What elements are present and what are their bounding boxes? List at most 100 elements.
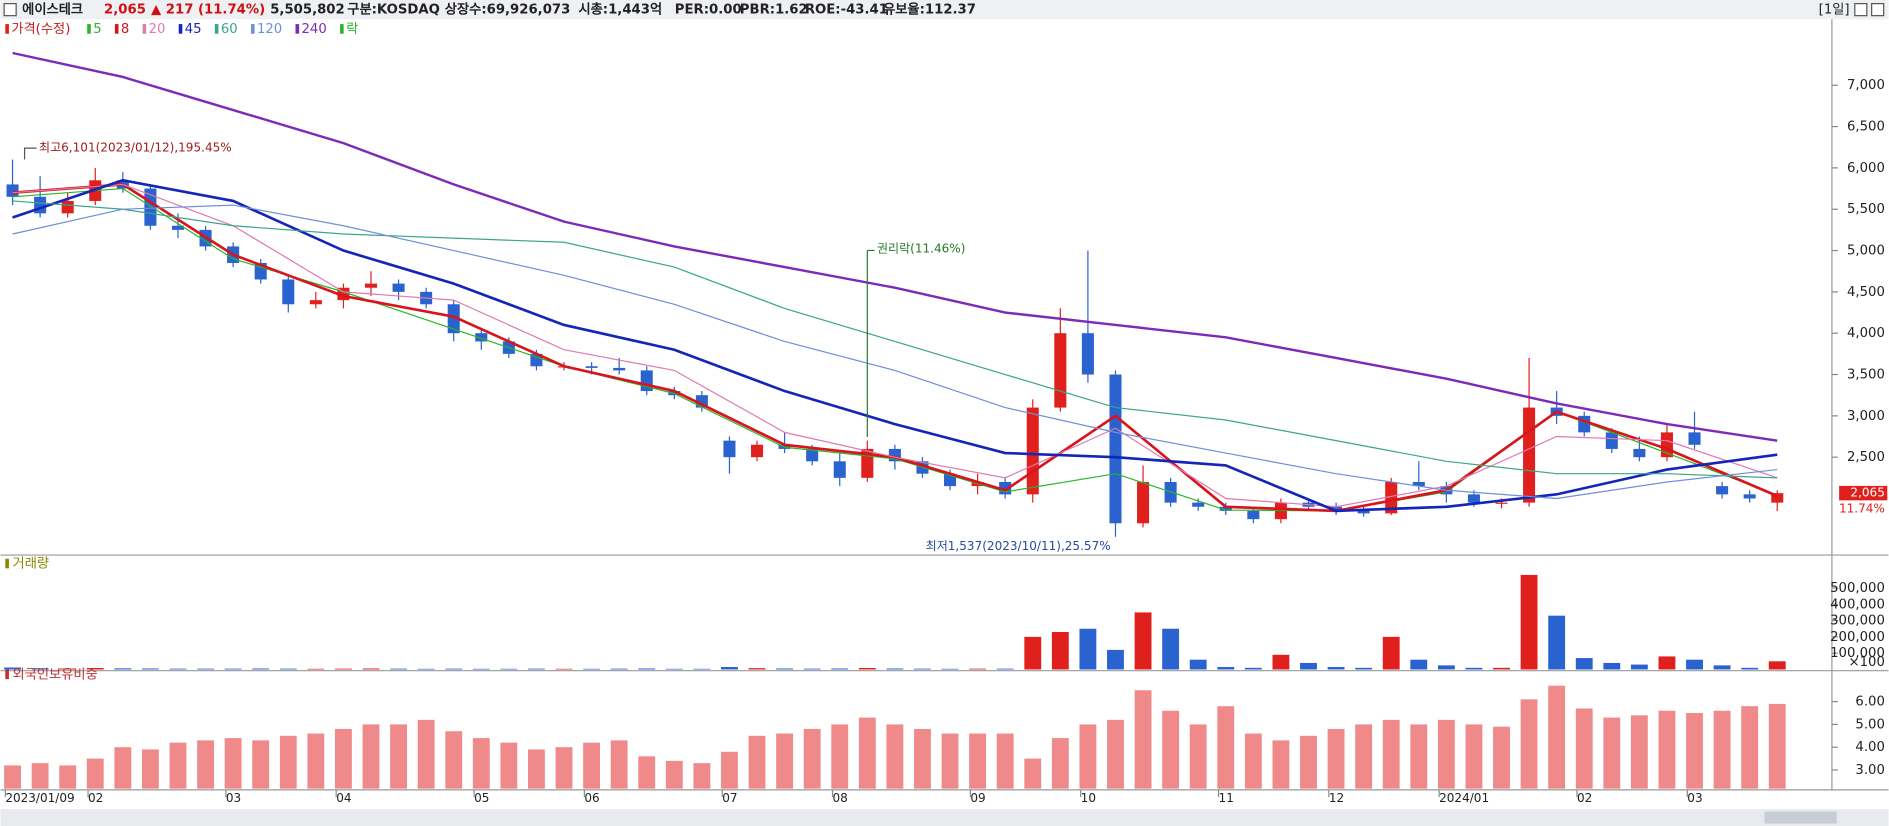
bar: [803, 668, 821, 670]
candle-body: [1412, 481, 1425, 487]
volume: 5,505,802: [270, 3, 345, 18]
bar: [1465, 724, 1483, 789]
bar: [1272, 740, 1290, 789]
bar: [1437, 719, 1455, 789]
bar: [1520, 699, 1538, 789]
bar: [969, 733, 987, 789]
bar: [334, 728, 352, 789]
bar: [1217, 667, 1235, 670]
x-tick-label: 02: [1577, 791, 1592, 805]
bar: [1575, 658, 1593, 670]
bar: [1382, 636, 1400, 670]
bar: [1410, 724, 1428, 789]
candle-body: [1081, 333, 1094, 375]
y-tick-label: 6,000: [1847, 161, 1885, 176]
candle-body: [1330, 506, 1343, 511]
reserve: 유보율:112.37: [883, 1, 976, 18]
period[interactable]: [1일]: [1819, 2, 1850, 18]
x-tick-label: 08: [833, 791, 848, 805]
bar: [693, 668, 711, 670]
candle-body: [447, 304, 460, 334]
bar: [1548, 615, 1566, 670]
bar: [59, 668, 77, 670]
x-tick-label: 10: [1081, 791, 1096, 805]
market-cap: 시총:1,443억: [578, 2, 662, 18]
bar: [252, 740, 270, 789]
bar: [665, 668, 683, 670]
candle-body: [585, 366, 598, 368]
candle-body: [1192, 502, 1205, 507]
bar: [417, 719, 435, 789]
x-tick-label: 03: [1687, 791, 1702, 805]
close-button[interactable]: [1871, 3, 1885, 17]
bar: [941, 668, 959, 670]
bar: [941, 733, 959, 789]
candle-body: [392, 283, 405, 292]
x-tick-label: 02: [88, 791, 103, 805]
bar: [31, 763, 49, 789]
y-tick-label: 5,000: [1847, 244, 1885, 259]
bar: [1630, 664, 1648, 670]
y-tick-label: 200,000: [1830, 630, 1885, 645]
bar: [86, 668, 104, 670]
bar: [307, 668, 325, 670]
bar: [1741, 706, 1759, 789]
annotation-line: [23, 147, 37, 160]
bar: [114, 747, 132, 789]
candle-body: [1219, 506, 1232, 511]
candle-body: [61, 200, 74, 214]
bar: [1107, 649, 1124, 670]
bar: [1024, 758, 1042, 789]
roe: ROE:-43.41: [805, 3, 888, 18]
bar: [1217, 706, 1235, 789]
bar: [610, 668, 628, 670]
candle-body: [751, 444, 764, 458]
legend-marker: [5, 558, 9, 569]
x-tick-label: 06: [584, 791, 599, 805]
x-tick-label: 09: [970, 791, 985, 805]
bar: [1575, 708, 1593, 789]
y-tick-label: 5,500: [1847, 202, 1885, 217]
bar: [4, 667, 21, 670]
bar: [1768, 703, 1786, 789]
bar: [831, 724, 849, 789]
moving-average: [12, 204, 1778, 500]
y-tick-label: 300,000: [1830, 614, 1885, 629]
candle-body: [364, 283, 378, 288]
scroll-thumb[interactable]: [1764, 811, 1837, 824]
candle-body: [1743, 494, 1756, 499]
candle-body: [6, 184, 19, 197]
bar: [1327, 667, 1345, 670]
bar: [1079, 724, 1097, 789]
scrollbar[interactable]: [0, 809, 1889, 826]
bar: [1024, 636, 1042, 670]
candle-body: [1247, 510, 1260, 520]
bar: [472, 668, 490, 670]
bar: [141, 668, 159, 670]
candle-body: [1688, 432, 1701, 445]
bar: [969, 668, 987, 670]
legend-marker: [5, 669, 9, 680]
legend-label: 45: [185, 22, 202, 37]
legend-label: 20: [149, 22, 166, 37]
bar: [914, 728, 931, 789]
window-icon[interactable]: [3, 3, 17, 17]
bar: [1493, 726, 1510, 789]
bar: [996, 668, 1014, 670]
candle-body: [171, 225, 185, 230]
bar: [555, 747, 573, 789]
minimize-button[interactable]: [1854, 3, 1868, 17]
y-tick-label: 2,500: [1847, 450, 1885, 465]
candle-body: [530, 353, 543, 367]
bar: [528, 749, 545, 789]
bar: [1520, 574, 1538, 670]
candle-body: [1495, 502, 1508, 504]
unit-label: ×100: [1849, 655, 1885, 670]
candle-body: [1467, 494, 1480, 503]
bar: [776, 733, 794, 789]
bar: [886, 724, 904, 789]
moving-average: [12, 200, 1778, 479]
bar: [390, 724, 407, 789]
bar: [1162, 710, 1180, 789]
